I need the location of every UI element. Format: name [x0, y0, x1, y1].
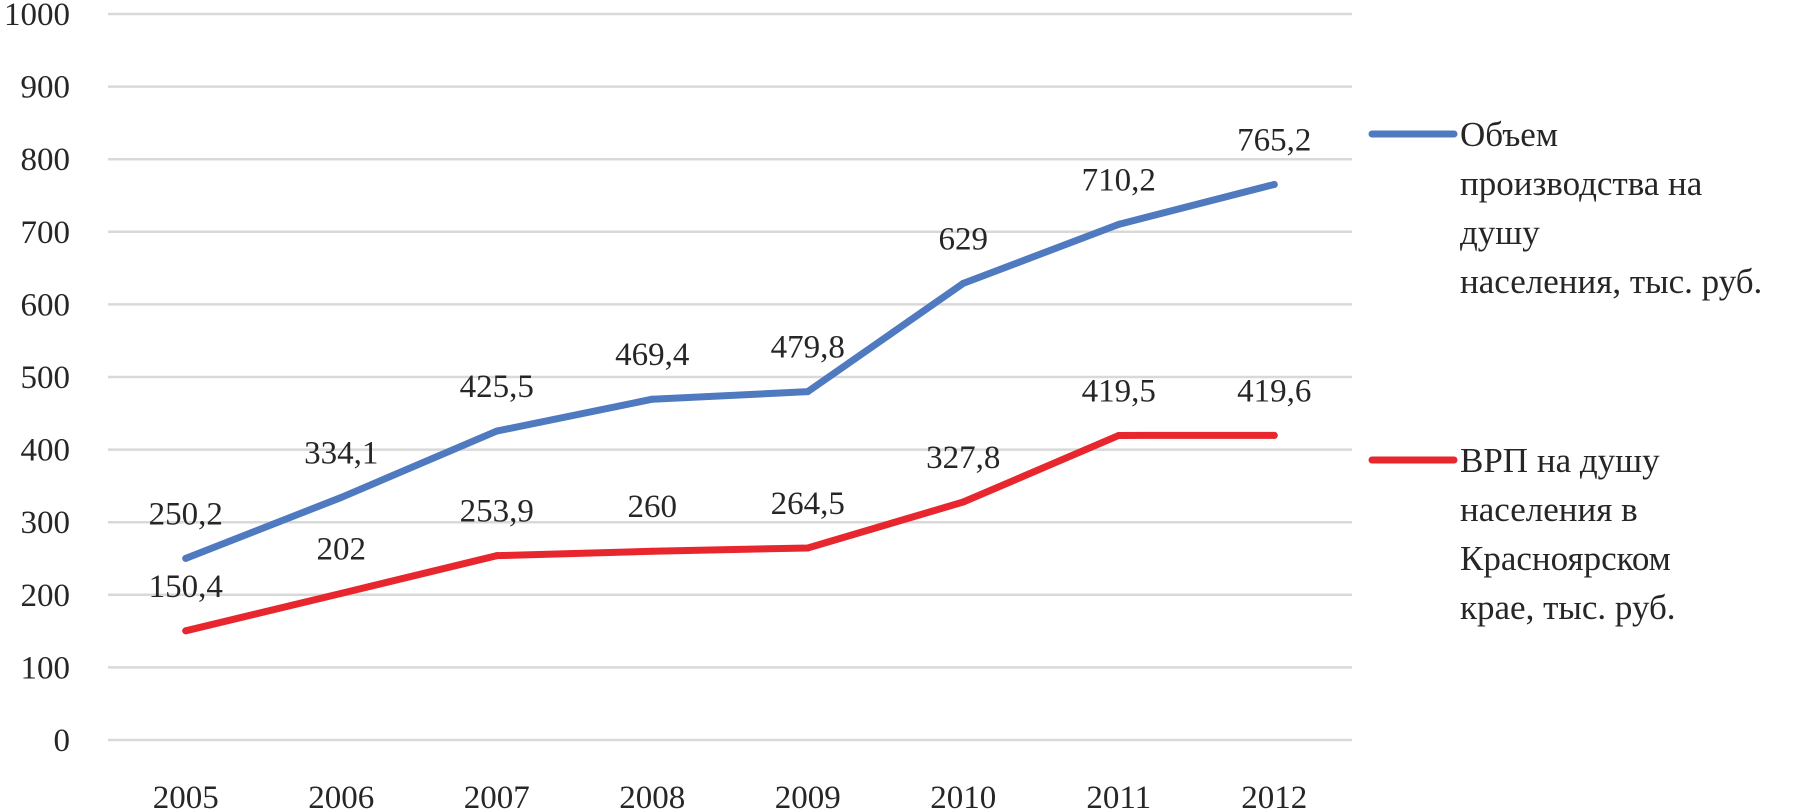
series-1-data-label: 469,4: [615, 337, 689, 373]
series-2-data-label: 419,5: [1082, 373, 1156, 409]
y-tick-label: 400: [21, 433, 71, 469]
series-2-point: [804, 544, 812, 552]
data-labels: 250,2 334,1 425,5 469,4 479,8 629 710,2 765,2 15…: [149, 122, 1312, 604]
y-tick-label: 800: [21, 142, 71, 178]
series-1-point: [648, 395, 656, 403]
series-2-data-label: 202: [317, 531, 367, 567]
series-line-2: [182, 431, 1278, 635]
legend-label-1: душу: [1460, 213, 1540, 252]
series-2-point: [1270, 431, 1278, 439]
legend-label-1: производства на: [1460, 164, 1703, 203]
x-tick-label: 2005: [153, 780, 219, 812]
legend-label-2: ВРП на душу: [1460, 441, 1660, 480]
series-1-point: [804, 388, 812, 396]
series-2-data-label: 327,8: [926, 440, 1000, 476]
y-tick-label: 0: [54, 723, 71, 759]
series-2-data-label: 260: [628, 489, 678, 525]
series-1-data-label: 629: [939, 221, 989, 257]
y-tick-label: 700: [21, 215, 71, 251]
series-1-data-label: 250,2: [149, 496, 223, 532]
x-tick-label: 2010: [930, 780, 996, 812]
series-line-1: [182, 180, 1278, 562]
series-2-point: [493, 552, 501, 560]
y-tick-label: 600: [21, 287, 71, 323]
series-2-point: [648, 547, 656, 555]
series-2-point: [182, 627, 190, 635]
y-tick-label: 1000: [4, 0, 70, 33]
series-2-point: [959, 498, 967, 506]
series-lines: [182, 180, 1278, 635]
series-1-data-label: 479,8: [771, 330, 845, 366]
x-tick-label: 2012: [1241, 780, 1307, 812]
series-1-data-label: 334,1: [304, 435, 378, 471]
series-2-point: [1115, 431, 1123, 439]
series-2-data-label: 253,9: [460, 494, 534, 530]
series-1-data-label: 710,2: [1082, 162, 1156, 198]
x-tick-label: 2009: [775, 780, 841, 812]
series-1-point: [1270, 180, 1278, 188]
x-axis-labels: 2005 2006 2007 2008 2009 2010 2011 2012: [153, 780, 1308, 812]
legend-label-1: Объем: [1460, 115, 1558, 154]
x-tick-label: 2011: [1086, 780, 1151, 812]
y-tick-label: 900: [21, 70, 71, 106]
legend-label-2: Красноярском: [1460, 539, 1671, 578]
series-1-point: [182, 554, 190, 562]
series-2-data-label: 419,6: [1237, 373, 1311, 409]
y-axis-labels: 0 100 200 300 400 500 600 700 800 900 1000: [4, 0, 70, 759]
legend-label-2: крае, тыс. руб.: [1460, 588, 1676, 627]
y-tick-label: 300: [21, 505, 71, 541]
y-tick-label: 100: [21, 650, 71, 686]
x-tick-label: 2006: [308, 780, 374, 812]
series-1-point: [493, 427, 501, 435]
x-tick-label: 2007: [464, 780, 530, 812]
series-1-point: [337, 493, 345, 501]
grid-lines: [108, 12, 1352, 742]
series-1-point: [1115, 220, 1123, 228]
x-tick-label: 2008: [619, 780, 685, 812]
legend-label-1: населения, тыс. руб.: [1460, 262, 1762, 301]
y-tick-label: 200: [21, 578, 71, 614]
y-tick-label: 500: [21, 360, 71, 396]
series-2-data-label: 150,4: [149, 569, 223, 605]
series-2-point: [337, 589, 345, 597]
series-1-data-label: 765,2: [1237, 122, 1311, 158]
legend-label-2: населения в: [1460, 490, 1638, 529]
series-1-data-label: 425,5: [460, 369, 534, 405]
series-1-point: [959, 279, 967, 287]
series-2-data-label: 264,5: [771, 486, 845, 522]
legend: Объем производства на душу населения, тыс. …: [1368, 115, 1762, 627]
